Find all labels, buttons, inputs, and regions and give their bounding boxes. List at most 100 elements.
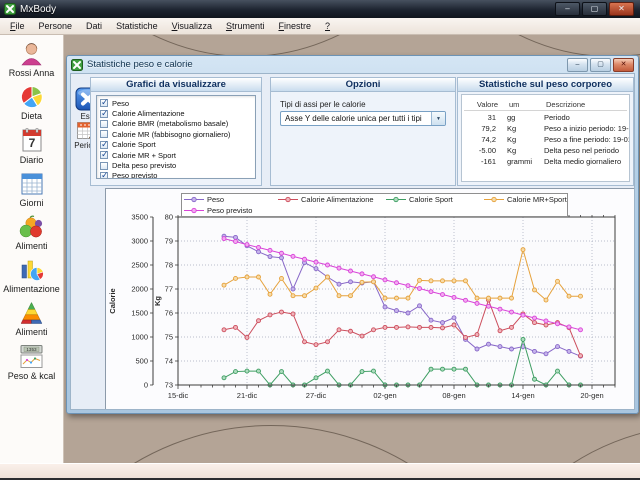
sidebar-item-person[interactable]: Rossi Anna bbox=[0, 40, 63, 78]
legend-marker-icon bbox=[278, 195, 298, 204]
stats-col-header: Valore bbox=[464, 100, 498, 109]
maximize-button[interactable]: ▢ bbox=[582, 2, 607, 16]
app-window: MxBody – ▢ ✕ FilePersoneDatiStatisticheV… bbox=[0, 0, 640, 480]
stats-row: -5.00KgDelta peso nel periodo bbox=[462, 145, 629, 156]
stats-cell: Kg bbox=[496, 124, 539, 133]
decorative-arc bbox=[405, 35, 640, 57]
options-panel-title: Opzioni bbox=[271, 78, 455, 92]
stats-cell: Kg bbox=[496, 146, 539, 155]
sidebar-item-alimentazione[interactable]: Alimentazione bbox=[0, 257, 63, 294]
sidebar-label: Alimenti bbox=[15, 241, 47, 251]
child-window-title: Statistiche peso e calorie bbox=[87, 59, 193, 70]
stats-cell: Delta medio giornaliero bbox=[539, 157, 629, 166]
checkbox-row-peso-previsto[interactable]: Peso previsto bbox=[100, 171, 255, 179]
checkbox-calorie-alimentazione[interactable] bbox=[100, 110, 108, 118]
checkbox-label: Calorie MR + Sport bbox=[112, 151, 176, 160]
checkbox-calorie-bmr-metabolismo-basale[interactable] bbox=[100, 120, 108, 128]
menu-item-help[interactable]: ? bbox=[318, 19, 337, 33]
stats-cell: -161 bbox=[462, 157, 496, 166]
svg-text:73: 73 bbox=[165, 381, 173, 390]
stats-panel-title: Statistiche sul peso corporeo bbox=[458, 78, 633, 92]
menu-item-strumenti[interactable]: Strumenti bbox=[219, 19, 272, 33]
body-weight-stats-panel: Statistiche sul peso corporeo ValoreumDe… bbox=[457, 77, 634, 186]
checkbox-calorie-mr-fabbisogno-giornaliero[interactable] bbox=[100, 130, 108, 138]
sidebar-item-giorni[interactable]: Giorni bbox=[0, 171, 63, 208]
stats-cell: Delta peso nel periodo bbox=[539, 146, 629, 155]
checkbox-row-delta-peso-previsto[interactable]: Delta peso previsto bbox=[100, 160, 255, 170]
status-bar bbox=[0, 463, 640, 478]
decorative-arc bbox=[465, 425, 640, 464]
legend-item-calorie-alimentazione: Calorie Alimentazione bbox=[278, 194, 374, 205]
legend-marker-icon bbox=[484, 195, 504, 204]
svg-text:21-dic: 21-dic bbox=[237, 391, 258, 400]
checkbox-label: Peso previsto bbox=[112, 171, 157, 179]
legend-item-calorie-sport: Calorie Sport bbox=[386, 194, 453, 205]
checkbox-row-calorie-alimentazione[interactable]: Calorie Alimentazione bbox=[100, 108, 255, 118]
svg-text:1500: 1500 bbox=[131, 309, 148, 318]
checkbox-row-peso[interactable]: Peso bbox=[100, 98, 255, 108]
legend-item-peso: Peso bbox=[184, 194, 224, 205]
checkbox-row-calorie-bmr-metabolismo-basale[interactable]: Calorie BMR (metabolismo basale) bbox=[100, 119, 255, 129]
menu-item-file[interactable]: File bbox=[3, 19, 32, 33]
sidebar-item-dieta[interactable]: Dieta bbox=[0, 84, 63, 121]
stats-child-window: Statistiche peso e calorie – ▢ ✕ E bbox=[66, 55, 639, 414]
sidebar-item-diario[interactable]: 7 Diario bbox=[0, 127, 63, 165]
chart-panel: Peso Calorie Alimentazione Calorie Sport Ca… bbox=[105, 188, 635, 410]
stats-row: 79,2KgPeso a inizio periodo: 19-12-2011 bbox=[462, 123, 629, 134]
charts-panel-title: Grafici da visualizzare bbox=[91, 78, 261, 92]
menu-item-finestre[interactable]: Finestre bbox=[271, 19, 318, 33]
minimize-button[interactable]: – bbox=[555, 2, 580, 16]
bar-pie-chart-icon bbox=[18, 257, 45, 283]
svg-text:78: 78 bbox=[165, 261, 173, 270]
decorative-arc bbox=[64, 35, 457, 57]
checkbox-label: Calorie BMR (metabolismo basale) bbox=[112, 119, 228, 128]
stats-row: 31ggPeriodo bbox=[462, 112, 629, 123]
checkbox-calorie-sport[interactable] bbox=[100, 141, 108, 149]
stats-row: -161grammiDelta medio giornaliero bbox=[462, 156, 629, 167]
svg-text:80: 80 bbox=[165, 213, 173, 222]
child-window-controls: – ▢ ✕ bbox=[567, 58, 634, 72]
axis-type-combobox[interactable]: Asse Y delle calorie unica per tutti i t… bbox=[280, 111, 446, 126]
calendar-day-icon: 7 bbox=[19, 127, 45, 154]
checkbox-label: Calorie Alimentazione bbox=[112, 109, 185, 118]
svg-text:Calorie: Calorie bbox=[108, 288, 117, 313]
stats-header-row: ValoreumDescrizione bbox=[464, 98, 627, 111]
sidebar-item-piramide[interactable]: Alimenti bbox=[0, 300, 63, 337]
svg-text:75: 75 bbox=[165, 333, 173, 342]
window-title: MxBody bbox=[20, 4, 56, 15]
sidebar-label: Diario bbox=[20, 155, 44, 165]
main-window-controls: – ▢ ✕ bbox=[555, 2, 636, 16]
checkbox-label: Delta peso previsto bbox=[112, 161, 176, 170]
svg-text:14-gen: 14-gen bbox=[511, 391, 534, 400]
stats-cell: gg bbox=[496, 113, 539, 122]
checkbox-peso-previsto[interactable] bbox=[100, 172, 108, 179]
checkbox-calorie-mr-sport[interactable] bbox=[100, 151, 108, 159]
svg-text:2500: 2500 bbox=[131, 261, 148, 270]
menu-item-dati[interactable]: Dati bbox=[79, 19, 109, 33]
menu-item-persone[interactable]: Persone bbox=[32, 19, 80, 33]
checkbox-peso[interactable] bbox=[100, 99, 108, 107]
child-maximize-button[interactable]: ▢ bbox=[590, 58, 611, 72]
svg-text:3000: 3000 bbox=[131, 237, 148, 246]
chevron-down-icon[interactable]: ▼ bbox=[431, 112, 445, 125]
sidebar-item-peso-kcal[interactable]: 1353 Peso & kcal bbox=[0, 343, 63, 381]
child-minimize-button[interactable]: – bbox=[567, 58, 588, 72]
close-button[interactable]: ✕ bbox=[609, 2, 634, 16]
sidebar-item-alimenti[interactable]: Alimenti bbox=[0, 214, 63, 251]
child-close-button[interactable]: ✕ bbox=[613, 58, 634, 72]
svg-text:08-gen: 08-gen bbox=[442, 391, 465, 400]
checkbox-delta-peso-previsto[interactable] bbox=[100, 162, 108, 170]
checkbox-row-calorie-mr-sport[interactable]: Calorie MR + Sport bbox=[100, 150, 255, 160]
checkbox-row-calorie-mr-fabbisogno-giornaliero[interactable]: Calorie MR (fabbisogno giornaliero) bbox=[100, 129, 255, 139]
menu-item-statistiche[interactable]: Statistiche bbox=[109, 19, 165, 33]
legend-label: Peso bbox=[207, 195, 224, 204]
checkbox-row-calorie-sport[interactable]: Calorie Sport bbox=[100, 140, 255, 150]
svg-text:500: 500 bbox=[135, 357, 148, 366]
menu-item-visualizza[interactable]: Visualizza bbox=[165, 19, 219, 33]
chart-legend: PesoCalorie AlimentazioneCalorie SportCa… bbox=[181, 193, 568, 217]
stats-cell: grammi bbox=[496, 157, 539, 166]
mdi-area: Statistiche peso e calorie – ▢ ✕ E bbox=[64, 35, 640, 464]
main-titlebar[interactable]: MxBody – ▢ ✕ bbox=[0, 0, 640, 18]
child-titlebar[interactable]: Statistiche peso e calorie – ▢ ✕ bbox=[67, 56, 638, 73]
axis-type-value: Asse Y delle calorie unica per tutti i t… bbox=[285, 114, 431, 123]
